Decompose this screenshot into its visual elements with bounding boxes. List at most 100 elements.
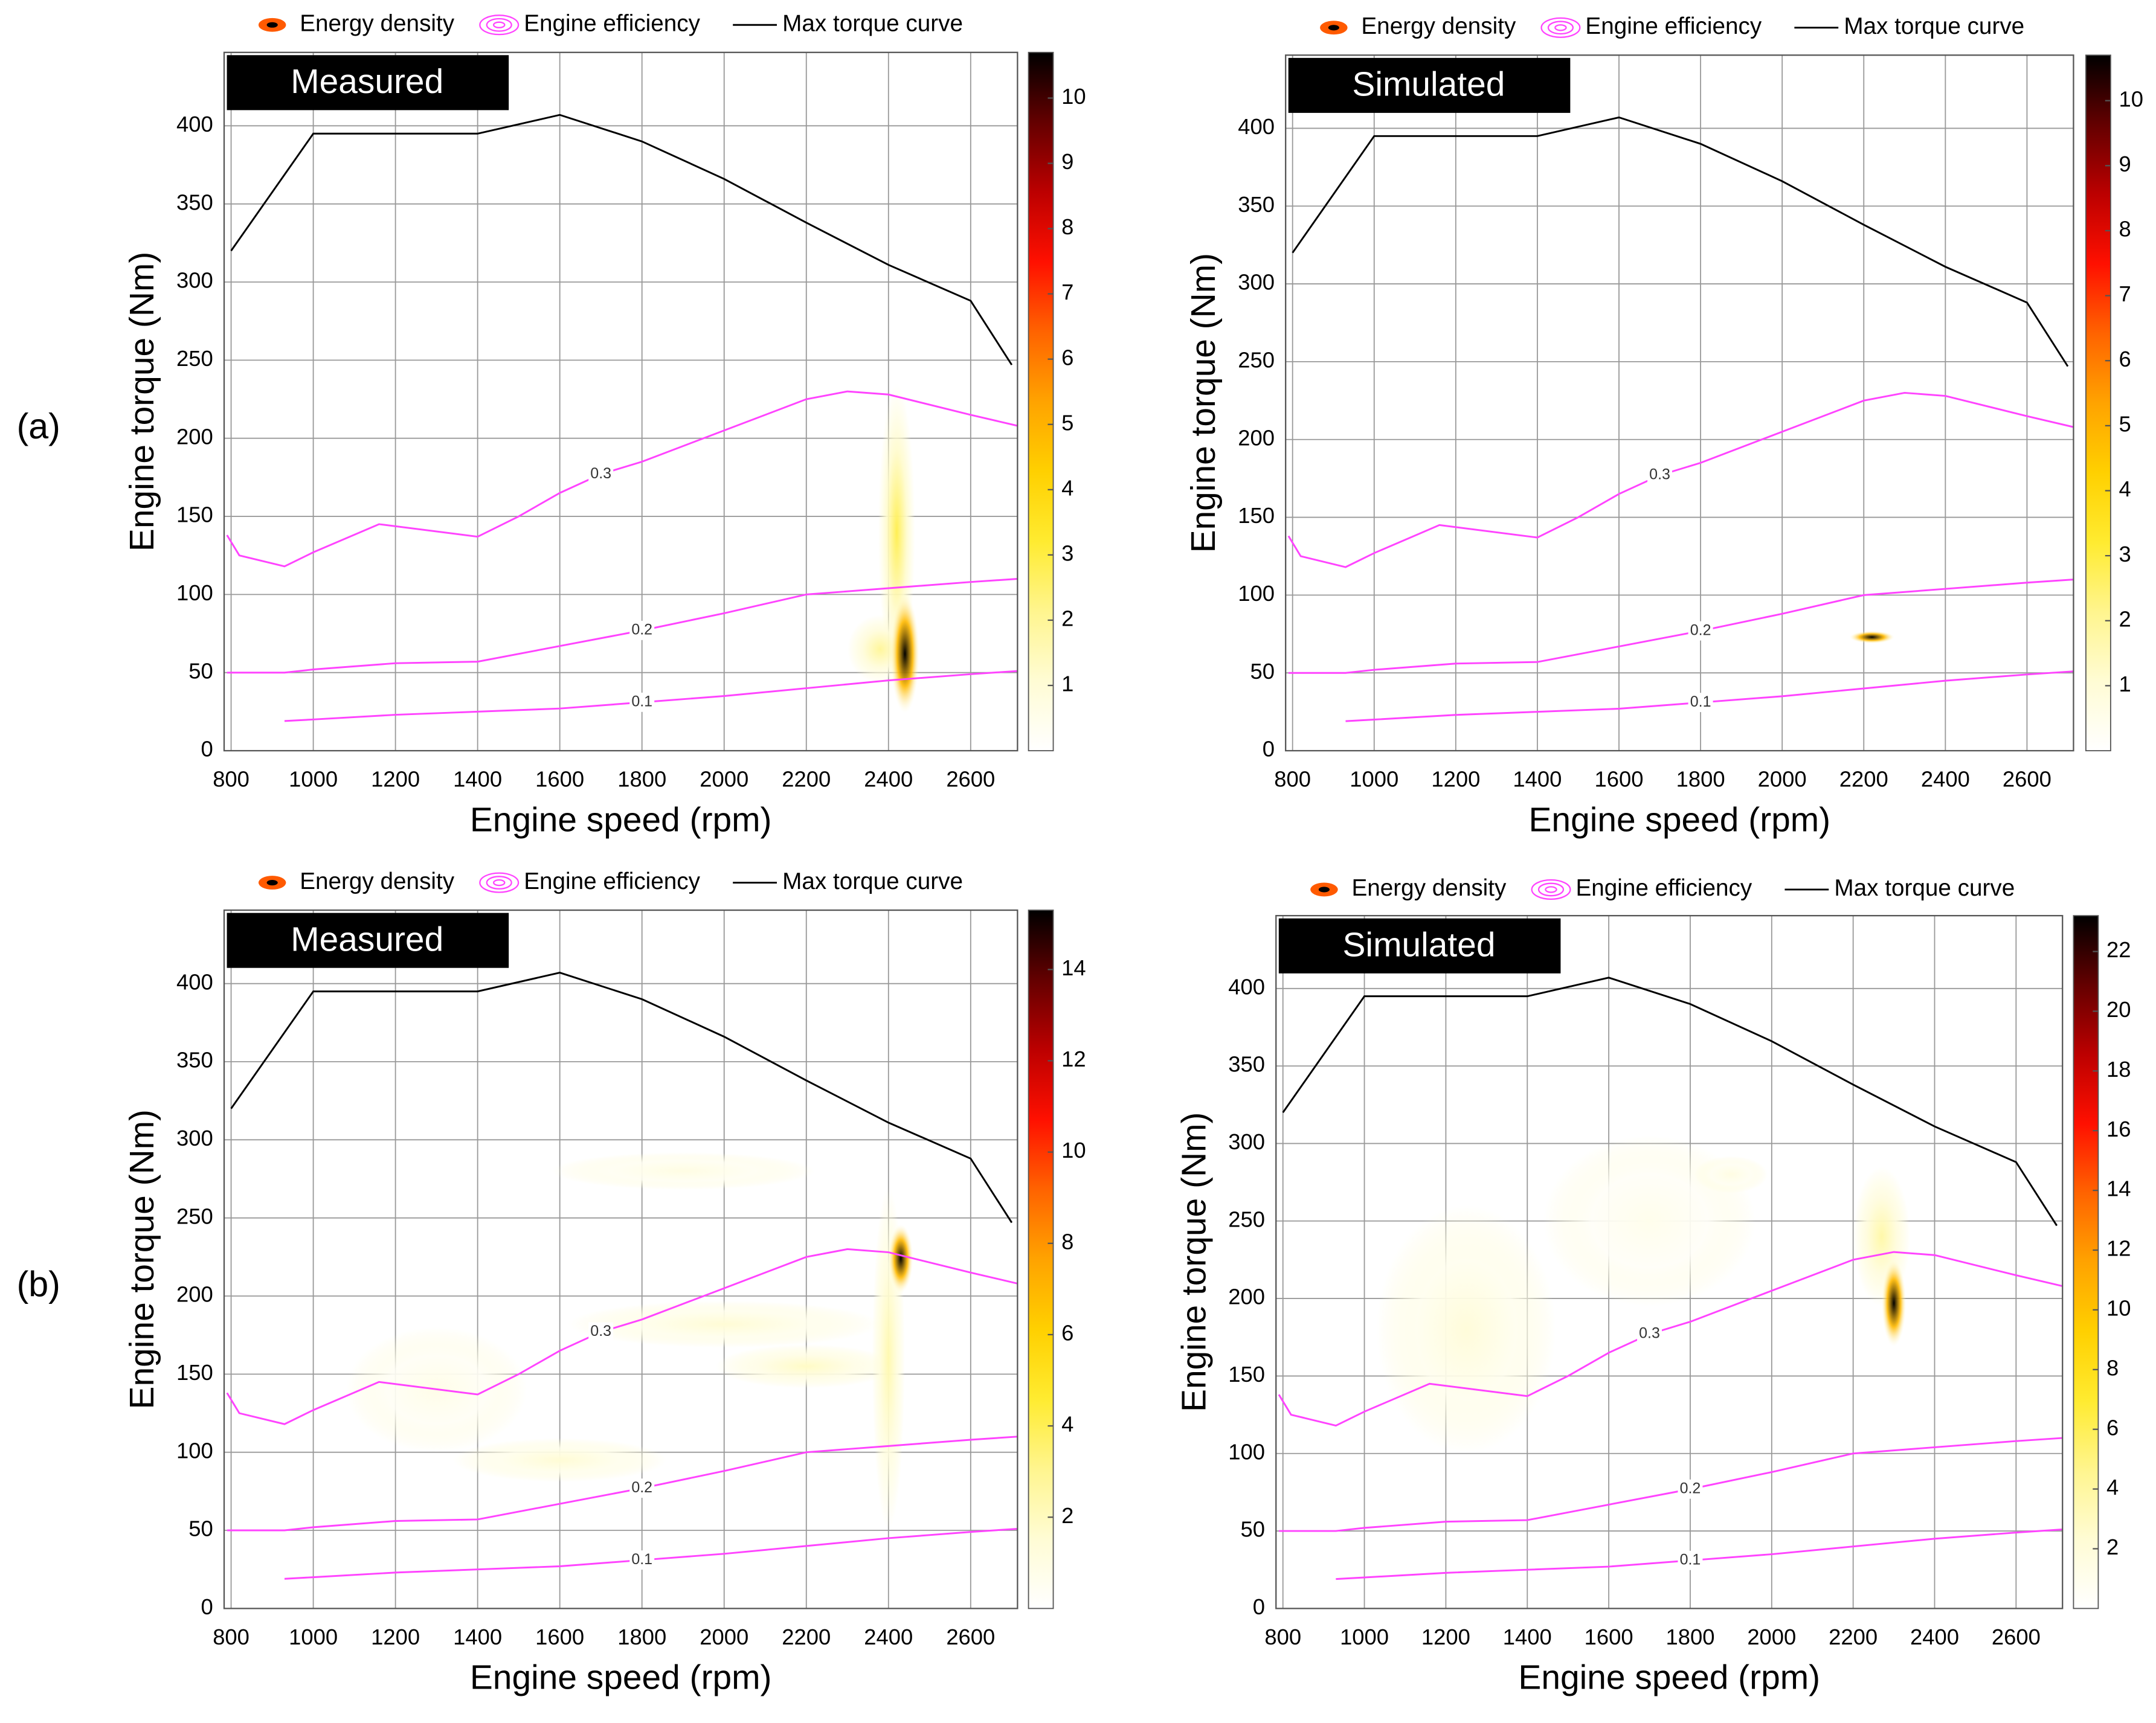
contour-label-bg (1678, 1479, 1703, 1499)
tag-box (1288, 57, 1571, 113)
tag-label: Measured (291, 920, 443, 958)
legend-entry: Max torque curve (782, 868, 963, 894)
legend-entry: Max torque curve (1834, 875, 2015, 901)
colorbar-tick-label: 10 (2119, 86, 2144, 111)
contour-label-bg (588, 464, 614, 484)
x-tick-label: 2000 (700, 767, 748, 792)
x-tick-label: 1400 (1503, 1625, 1552, 1649)
density-blob (1376, 1205, 1556, 1454)
contour-label: 0.3 (1639, 1325, 1660, 1342)
x-axis-label: Engine speed (rpm) (470, 1658, 772, 1697)
x-tick-label: 2400 (864, 767, 913, 792)
x-tick-label: 2200 (782, 1625, 831, 1649)
x-tick-label: 1200 (371, 1625, 420, 1649)
colorbar-tick-label: 8 (1061, 1229, 1073, 1254)
y-tick-label: 200 (176, 424, 213, 449)
colorbar-tick-label: 3 (2119, 542, 2131, 566)
efficiency-contour (1288, 579, 2074, 674)
colorbar-tick-label: 8 (2119, 217, 2131, 242)
energy-density (1849, 630, 1894, 644)
colorbar-tick-label: 10 (1061, 1138, 1086, 1163)
x-tick-label: 2200 (1839, 767, 1888, 792)
x-tick-label: 1600 (535, 1625, 584, 1649)
y-tick-label: 150 (1228, 1362, 1265, 1387)
y-tick-label: 0 (1263, 737, 1275, 762)
colorbar-tick-label: 12 (2106, 1236, 2131, 1261)
colorbar-tick-label: 6 (1061, 1321, 1073, 1346)
contour-label-bg (1637, 1324, 1662, 1344)
legend-swatch (492, 21, 506, 28)
y-tick-label: 400 (176, 969, 213, 994)
density-blob (888, 1224, 913, 1293)
efficiency-contour (1287, 391, 2074, 568)
contour-label: 0.3 (590, 465, 611, 482)
plot-frame (1275, 915, 2064, 1609)
y-tick-label: 250 (176, 346, 213, 371)
x-tick-label: 1600 (535, 767, 584, 792)
plot-area (1286, 55, 2074, 751)
x-tick-label: 1400 (453, 767, 502, 792)
legend-entry: Engine efficiency (1585, 13, 1762, 39)
y-tick-label: 0 (201, 1594, 213, 1619)
y-tick-label: 200 (1228, 1285, 1265, 1309)
contour-label: 0.3 (1649, 466, 1670, 483)
contour-label-bg (1688, 621, 1713, 641)
colorbar-tick-label: 4 (2106, 1475, 2119, 1500)
y-tick-label: 100 (176, 1438, 213, 1463)
y-tick-label: 250 (1238, 348, 1275, 373)
energy-density (1376, 1135, 1911, 1454)
contour-label: 0.2 (1690, 621, 1711, 638)
x-tick-label: 1000 (289, 767, 338, 792)
y-tick-label: 0 (1253, 1594, 1265, 1619)
y-tick-label: 50 (188, 658, 213, 683)
subplot: 800 1000 1200 1400 1600 1800 2000 2200 2400 26000… (1184, 13, 2143, 839)
y-tick-label: 50 (1241, 1517, 1266, 1542)
contour-label: 0.1 (1690, 693, 1711, 710)
contour-label-bg (1688, 693, 1713, 713)
colorbar (1028, 51, 1054, 751)
tag-box (227, 55, 509, 111)
max-torque-curve (230, 972, 1013, 1224)
x-tick-label: 2600 (946, 1625, 995, 1649)
colorbar-tick-label: 20 (2106, 997, 2131, 1022)
legend-swatch (266, 22, 278, 28)
density-blob (890, 594, 919, 713)
y-axis-label: Engine torque (Nm) (1184, 253, 1223, 553)
x-tick-label: 1400 (453, 1625, 502, 1649)
y-axis-label: Engine torque (Nm) (1174, 1112, 1213, 1412)
efficiency-contour (1278, 1437, 2063, 1532)
legend: Energy density Engine efficiency Max torqu… (258, 868, 963, 894)
contour-label: 0.2 (1680, 1480, 1701, 1497)
tag-box (227, 913, 509, 968)
tag-box (1278, 918, 1561, 974)
contour-label-bg (588, 1322, 614, 1342)
y-tick-label: 350 (1228, 1052, 1265, 1077)
colorbar-tick-label: 3 (1061, 541, 1073, 565)
colorbar-tick-label: 2 (1061, 1503, 1073, 1528)
colorbar (1028, 910, 1054, 1609)
colorbar-tick-label: 10 (1061, 84, 1086, 109)
density-blob (552, 1152, 815, 1190)
y-tick-label: 50 (1250, 659, 1275, 684)
y-tick-label: 350 (176, 1048, 213, 1073)
efficiency-contour (226, 1248, 1018, 1425)
colorbar-tick-label: 4 (1061, 475, 1073, 500)
x-tick-label: 1400 (1513, 767, 1562, 792)
tag-label: Measured (291, 62, 443, 101)
colorbar-tick-label: 18 (2106, 1057, 2131, 1082)
colorbar-tick-label: 6 (1061, 345, 1073, 370)
colorbar-tick-label: 22 (2106, 937, 2131, 962)
colorbar-tick-label: 8 (1061, 214, 1073, 239)
colorbar-tick-label: 16 (2106, 1117, 2131, 1141)
colorbar-tick-label: 8 (2106, 1355, 2119, 1380)
colorbar (2073, 915, 2099, 1609)
y-tick-label: 150 (1238, 503, 1275, 528)
x-tick-label: 1000 (1350, 767, 1398, 792)
colorbar-tick-label: 1 (2119, 672, 2131, 696)
colorbar-tick-label: 4 (2119, 476, 2131, 501)
y-tick-label: 0 (201, 737, 213, 762)
energy-density (847, 383, 919, 713)
y-tick-label: 350 (1238, 192, 1275, 217)
x-tick-label: 1800 (617, 1625, 666, 1649)
